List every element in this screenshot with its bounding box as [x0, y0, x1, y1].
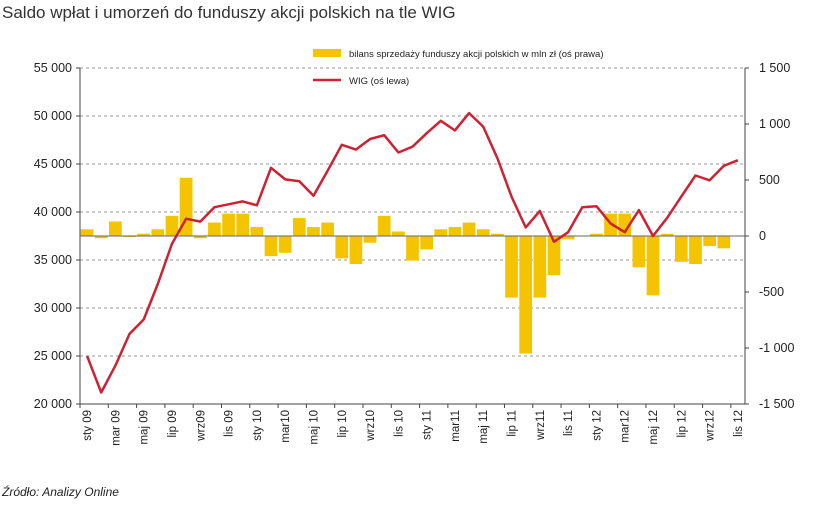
wig-line — [85, 111, 739, 394]
x-tick-label: sty 10 — [252, 410, 264, 441]
bar — [94, 236, 108, 239]
x-tick-label: maj 10 — [309, 410, 321, 445]
bar — [660, 233, 674, 236]
chart-title: Saldo wpłat i umorzeń do funduszy akcji … — [2, 3, 456, 22]
bar — [448, 227, 462, 236]
y-right-tick-label: 0 — [759, 229, 766, 243]
bar — [533, 236, 547, 298]
y-left-tick-label: 20 000 — [34, 397, 72, 411]
bar — [137, 233, 151, 236]
x-tick-label: lip 12 — [676, 410, 688, 438]
x-tick-label: wrz10 — [365, 410, 377, 442]
y-left-tick-label: 50 000 — [34, 109, 72, 123]
bar — [236, 213, 250, 236]
bar — [377, 215, 391, 236]
y-right-tick-label: -500 — [759, 285, 784, 299]
x-tick-label: mar12 — [620, 410, 632, 443]
y-right-tick-label: -1 000 — [759, 341, 794, 355]
x-tick-label: sty 11 — [422, 410, 434, 440]
x-tick-label: lis 10 — [393, 410, 405, 437]
legend: bilans sprzedaży funduszy akcji polskich… — [313, 49, 604, 87]
bar — [363, 236, 377, 243]
bar — [292, 218, 306, 236]
bar — [391, 231, 405, 236]
x-tick-label: lis 11 — [563, 410, 575, 436]
bar — [222, 213, 235, 236]
x-tick-label: lis 09 — [224, 410, 236, 437]
bar — [307, 227, 320, 236]
y-left-tick-label: 25 000 — [34, 349, 72, 363]
x-tick-label: sty 09 — [82, 410, 94, 441]
y-right-tick-label: 1 000 — [759, 117, 790, 131]
bar — [406, 236, 419, 261]
x-tick-label: maj 09 — [139, 410, 151, 445]
bar — [321, 222, 334, 236]
legend-label-line: WIG (oś lewa) — [349, 76, 409, 87]
bar — [420, 236, 434, 250]
legend-swatch-bars — [313, 49, 341, 57]
x-tick-label: mar11 — [450, 410, 462, 442]
x-tick-label: wrz12 — [705, 410, 717, 442]
y-left-tick-label: 55 000 — [34, 61, 72, 75]
line-series — [85, 111, 739, 394]
bar — [476, 229, 490, 236]
bar — [717, 236, 731, 249]
y-axis-left-ticks: 20 000 25 000 30 000 35 000 40 000 45 000 50 0… — [34, 61, 80, 411]
x-tick-label: wrz09 — [195, 410, 207, 442]
bar-series — [80, 177, 731, 354]
bar — [703, 236, 716, 247]
bar — [505, 236, 518, 298]
x-tick-label: lis 12 — [733, 410, 745, 437]
x-tick-label: lip 10 — [337, 410, 349, 438]
bar — [179, 177, 193, 236]
y-left-tick-label: 45 000 — [34, 157, 72, 171]
bar — [278, 236, 292, 253]
bar — [561, 236, 575, 240]
bar — [434, 229, 448, 236]
bar — [632, 236, 646, 268]
y-axis-right-ticks: -1 500 -1 000 -500 0 500 1 000 1 500 — [745, 61, 794, 411]
x-tick-label: mar 09 — [110, 410, 122, 446]
y-left-tick-label: 35 000 — [34, 253, 72, 267]
bar — [151, 229, 165, 236]
bar — [491, 233, 504, 236]
source-note: Źródło: Analizy Online — [2, 485, 119, 499]
bar — [689, 236, 702, 264]
legend-label-bars: bilans sprzedaży funduszy akcji polskich… — [349, 49, 604, 60]
bar — [349, 236, 363, 264]
y-left-tick-label: 30 000 — [34, 301, 72, 315]
x-tick-label: lip 09 — [167, 410, 179, 438]
bar — [165, 215, 179, 236]
y-right-tick-label: 1 500 — [759, 61, 790, 75]
x-tick-label: sty 12 — [591, 410, 603, 441]
bar — [109, 221, 122, 236]
bar — [193, 236, 207, 239]
x-tick-label: lip 11 — [507, 410, 519, 437]
bar — [590, 233, 603, 236]
bar — [462, 222, 476, 236]
bar — [123, 236, 136, 238]
bar — [674, 236, 688, 262]
bar — [519, 236, 533, 354]
bar — [646, 236, 660, 296]
x-tick-label: mar10 — [280, 410, 292, 443]
bar — [264, 236, 278, 257]
y-left-tick-label: 40 000 — [34, 205, 72, 219]
x-tick-label: maj 12 — [648, 410, 660, 445]
y-right-tick-label: -1 500 — [759, 397, 794, 411]
bar — [80, 229, 94, 236]
x-tick-label: wrz11 — [535, 410, 547, 441]
x-axis-ticks: sty 09 mar 09 maj 09 lip 09 wrz09 lis 09 sty 1… — [79, 404, 745, 446]
bar — [547, 236, 561, 276]
bar — [335, 236, 349, 259]
bar — [208, 222, 221, 236]
y-right-tick-label: 500 — [759, 173, 780, 187]
axes — [79, 68, 746, 405]
x-tick-label: maj 11 — [478, 410, 490, 444]
bar — [250, 227, 264, 236]
